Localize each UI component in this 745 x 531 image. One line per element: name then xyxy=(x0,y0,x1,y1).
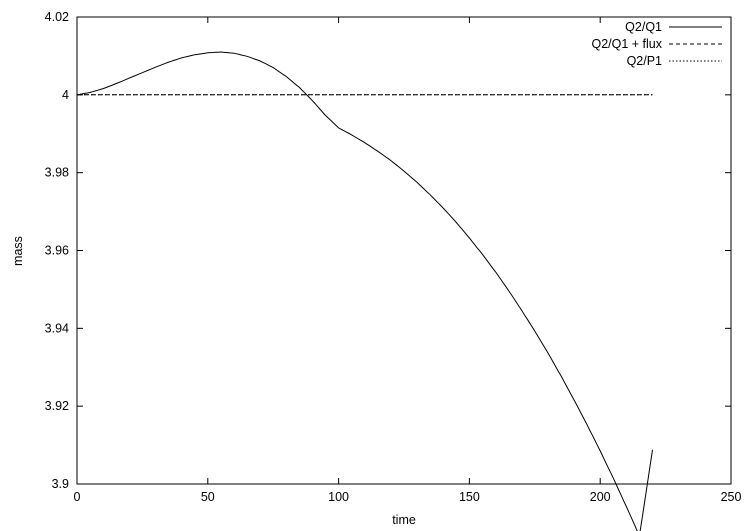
series-line-q2-q1 xyxy=(76,51,653,531)
x-tick-label: 150 xyxy=(459,490,480,504)
axis-ticks: 0 50 100 150 200 250 3.9 3.92 3.94 3.96 3.98 4 4.02 xyxy=(45,10,742,504)
y-tick-label: 3.94 xyxy=(45,321,69,335)
x-tick-label: 250 xyxy=(721,490,742,504)
legend-label: Q2/Q1 xyxy=(625,20,662,34)
x-tick-label: 0 xyxy=(74,490,81,504)
y-tick-label: 3.96 xyxy=(45,244,69,258)
y-tick-label: 4 xyxy=(62,88,69,102)
x-tick-label: 200 xyxy=(590,490,611,504)
y-tick-label: 3.92 xyxy=(45,399,69,413)
legend-label: Q2/P1 xyxy=(627,54,662,68)
y-tick-label: 3.9 xyxy=(52,477,69,491)
x-axis-title: time xyxy=(392,513,416,527)
x-tick-label: 100 xyxy=(328,490,349,504)
x-tick-label: 50 xyxy=(201,490,215,504)
series-layer xyxy=(76,51,653,531)
y-axis-title: mass xyxy=(11,236,25,266)
y-tick-label: 4.02 xyxy=(45,10,69,24)
legend-label: Q2/Q1 + flux xyxy=(591,37,662,51)
y-tick-label: 3.98 xyxy=(45,166,69,180)
plot-frame xyxy=(76,16,732,485)
legend: Q2/Q1 Q2/Q1 + flux Q2/P1 xyxy=(591,20,722,68)
